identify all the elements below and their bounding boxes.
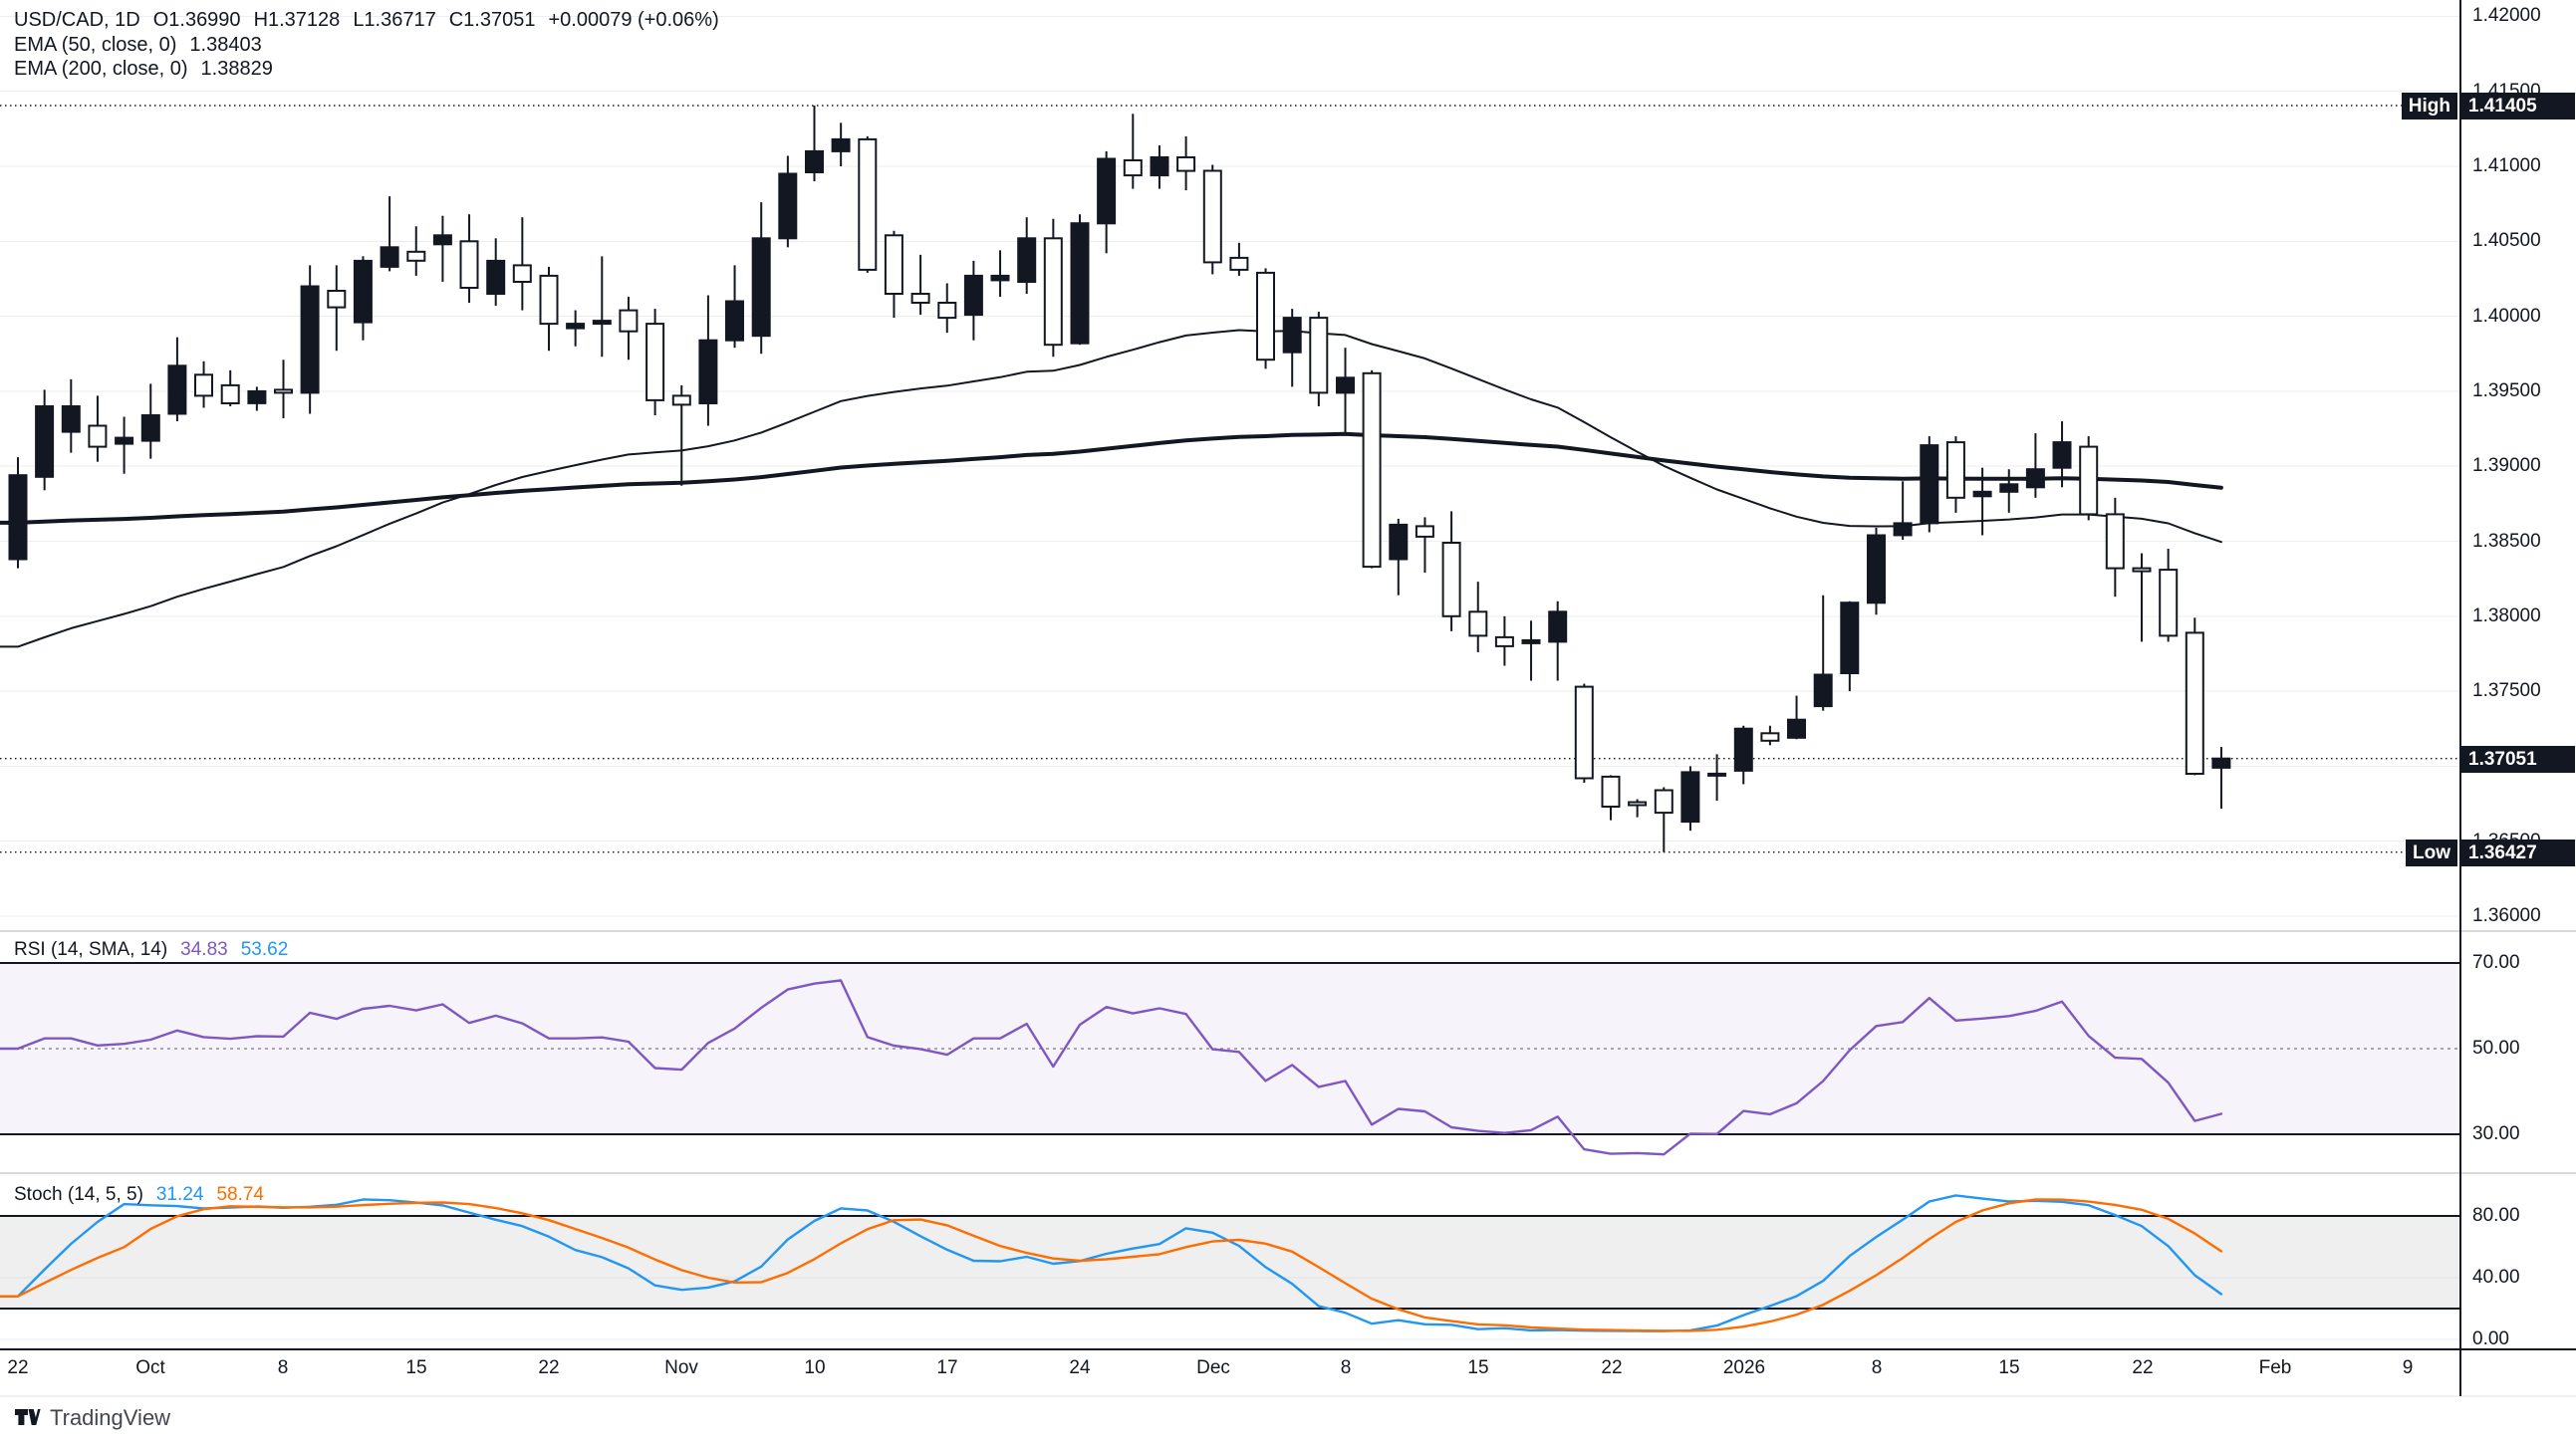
time-axis-scale[interactable]: [0, 1349, 2576, 1396]
price-axis-scale[interactable]: [2460, 0, 2576, 1349]
